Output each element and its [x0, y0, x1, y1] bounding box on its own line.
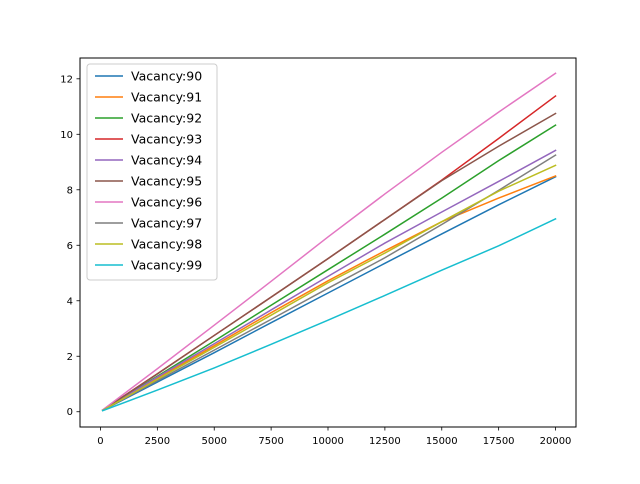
x-tick-label: 17500 — [483, 436, 515, 447]
legend-item: Vacancy:94 — [95, 153, 202, 168]
series-line-vacancy-99 — [101, 217, 557, 412]
legend: Vacancy:90 Vacancy:91 Vacancy:92 Vacancy:93… — [86, 63, 218, 281]
series-line-vacancy-90 — [101, 175, 557, 412]
x-tick-label: 7500 — [258, 436, 283, 447]
y-tick-label: 12 — [60, 74, 73, 85]
legend-item: Vacancy:98 — [95, 237, 202, 252]
legend-label: Vacancy:94 — [131, 153, 202, 168]
x-tick-label: 15000 — [426, 436, 458, 447]
y-tick-label: 0 — [67, 407, 73, 418]
legend-label: Vacancy:91 — [131, 90, 202, 105]
series-line-vacancy-95 — [101, 112, 557, 412]
legend-label: Vacancy:90 — [131, 69, 202, 84]
legend-item: Vacancy:91 — [95, 90, 202, 105]
series-line-vacancy-92 — [101, 124, 557, 412]
legend-item: Vacancy:90 — [95, 69, 202, 84]
legend-label: Vacancy:99 — [131, 258, 202, 273]
legend-label: Vacancy:92 — [131, 111, 202, 126]
y-tick-label: 4 — [67, 296, 73, 307]
series-line-vacancy-94 — [101, 149, 557, 412]
series-line-vacancy-98 — [101, 164, 557, 412]
series-line-vacancy-96 — [101, 72, 557, 411]
legend-item: Vacancy:92 — [95, 111, 202, 126]
y-axis: 0 2 4 6 8 10 12 — [60, 74, 80, 418]
x-tick-label: 5000 — [202, 436, 227, 447]
y-tick-label: 10 — [60, 130, 73, 141]
legend-item: Vacancy:99 — [95, 258, 202, 273]
x-tick-label: 20000 — [540, 436, 572, 447]
legend-label: Vacancy:98 — [131, 237, 202, 252]
legend-item: Vacancy:95 — [95, 174, 202, 189]
series-line-vacancy-91 — [101, 174, 557, 412]
x-tick-label: 0 — [97, 436, 103, 447]
legend-item: Vacancy:97 — [95, 216, 202, 231]
legend-label: Vacancy:93 — [131, 132, 202, 147]
legend-label: Vacancy:96 — [131, 195, 202, 210]
series-lines — [101, 72, 557, 412]
legend-label: Vacancy:95 — [131, 174, 202, 189]
legend-item: Vacancy:96 — [95, 195, 202, 210]
legend-label: Vacancy:97 — [131, 216, 202, 231]
y-tick-label: 6 — [67, 241, 73, 252]
y-tick-label: 2 — [67, 352, 73, 363]
x-tick-label: 10000 — [312, 436, 344, 447]
y-tick-label: 8 — [67, 185, 73, 196]
x-tick-label: 2500 — [145, 436, 170, 447]
x-tick-label: 12500 — [369, 436, 401, 447]
legend-item: Vacancy:93 — [95, 132, 202, 147]
x-axis: 0 2500 5000 7500 10000 12500 15000 17500 20000 — [97, 427, 571, 447]
